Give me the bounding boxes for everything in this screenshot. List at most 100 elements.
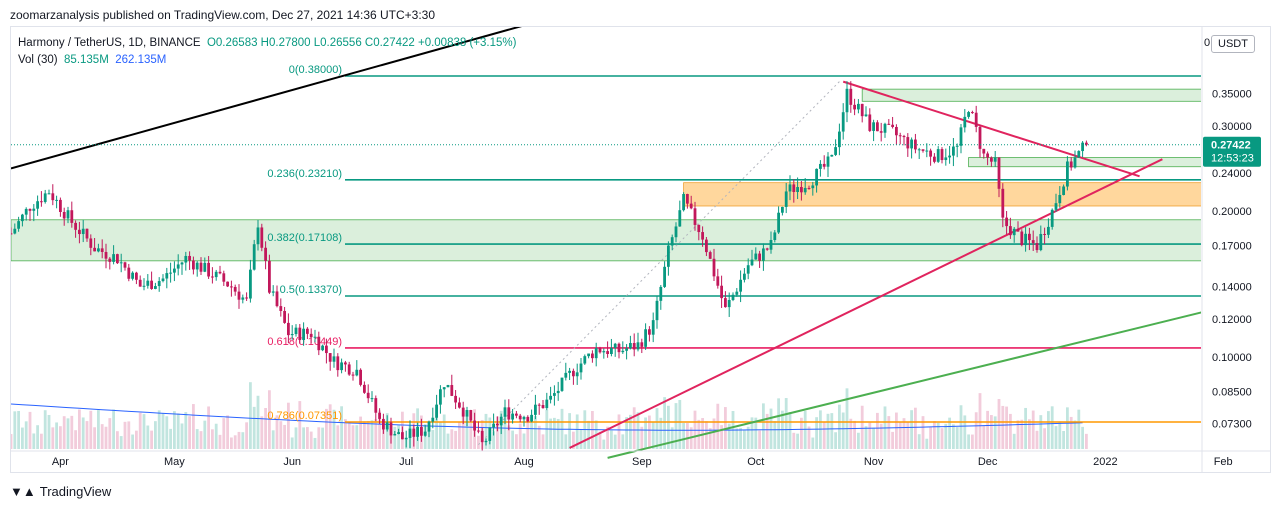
candle-body (21, 214, 24, 222)
volume-bar (226, 415, 229, 449)
x-tick-label: 2022 (1093, 456, 1117, 468)
volume-bar (249, 382, 252, 449)
candle-body (100, 248, 104, 252)
candle-body (556, 390, 560, 394)
candle-body (218, 271, 222, 274)
volume-bar (1001, 405, 1005, 449)
candle-body (735, 291, 739, 295)
volume-bar (165, 416, 169, 449)
volume-bar (925, 438, 929, 449)
volume-bar (1081, 426, 1084, 449)
candle-body (62, 211, 66, 219)
candle-body (781, 206, 784, 213)
candle-body (199, 262, 203, 272)
volume-bar (644, 417, 647, 449)
candle-body (990, 157, 993, 162)
candle-body (237, 291, 241, 300)
x-tick-label: Feb (1214, 456, 1233, 468)
candle-body (1047, 226, 1050, 235)
candle-body (119, 262, 123, 264)
volume-bar (157, 410, 161, 449)
candle-body (290, 334, 294, 336)
volume-bar (754, 417, 758, 449)
candle-body (131, 272, 134, 279)
candle-body (81, 228, 85, 235)
candle-body (169, 272, 172, 274)
volume-bar (678, 399, 682, 449)
volume-bar (461, 412, 465, 449)
volume-bar (841, 412, 845, 449)
volume-bar (123, 421, 127, 449)
volume-bar (967, 434, 970, 449)
volume-bar (180, 423, 184, 449)
candle-body (370, 398, 374, 400)
volume-bar (720, 425, 723, 449)
volume-bar (708, 428, 712, 449)
candle-body (203, 262, 207, 272)
candle-body (431, 417, 435, 422)
x-tick-label: Apr (52, 456, 69, 468)
candle-body (1016, 228, 1020, 232)
volume-bar (898, 421, 902, 449)
volume-bar (150, 430, 153, 449)
candle-body (724, 298, 727, 308)
candle-body (28, 208, 32, 211)
candle-body (632, 343, 636, 350)
candle-body (511, 413, 514, 420)
candle-body (1031, 240, 1035, 244)
volume-bar (135, 430, 138, 449)
volume-bar (830, 413, 834, 449)
legend-vol-ma: 262.135M (115, 54, 167, 66)
tradingview-logo-icon: ▼▲ (10, 484, 36, 499)
candle-body (264, 247, 267, 261)
volume-bar (138, 412, 142, 449)
candle-body (834, 147, 837, 155)
candle-body (1073, 157, 1077, 168)
y-tick-label: 0.17000 (1212, 240, 1252, 252)
tradingview-brand[interactable]: ▼▲ TradingView (10, 484, 111, 499)
candle-body (963, 116, 967, 128)
candle-body (841, 112, 845, 132)
volume-bar (1031, 410, 1035, 449)
candle-body (993, 157, 997, 162)
currency-selector[interactable]: USDT (1211, 35, 1255, 53)
candle-body (180, 262, 184, 265)
candle-body (811, 185, 815, 189)
fib-label-1: 0.236(0.23210) (267, 168, 342, 180)
candle-body (40, 201, 43, 203)
y-tick-label: 0.07300 (1212, 418, 1252, 430)
volume-bar (1073, 420, 1077, 449)
volume-bar (617, 414, 621, 449)
candle-body (887, 123, 891, 125)
volume-bar (727, 423, 731, 449)
volume-bar (530, 417, 533, 449)
candle-body (978, 126, 982, 149)
y-tick-label: 0.24000 (1212, 168, 1252, 180)
candle-body (89, 238, 93, 248)
candle-body (1050, 209, 1054, 227)
x-tick-label: May (164, 456, 185, 468)
candle-body (682, 194, 685, 211)
volume-bar (1009, 413, 1012, 449)
candle-body (746, 265, 750, 274)
candle-body (458, 402, 461, 408)
volume-bar (28, 411, 32, 449)
candle-body (74, 222, 77, 230)
volume-bar (921, 416, 925, 449)
candle-body (423, 431, 427, 436)
candle-body (800, 187, 803, 193)
candle-body (526, 416, 530, 422)
volume-bar (667, 405, 670, 449)
candle-body (123, 262, 127, 268)
candle-body (902, 136, 906, 138)
candle-body (537, 404, 541, 406)
volume-bar (43, 410, 47, 449)
volume-bar (997, 399, 1001, 449)
candle-body (636, 342, 640, 350)
volume-bar (1024, 407, 1027, 449)
volume-bar (537, 425, 541, 449)
candle-body (294, 327, 298, 335)
candle-body (279, 306, 283, 311)
volume-bar (773, 421, 777, 449)
